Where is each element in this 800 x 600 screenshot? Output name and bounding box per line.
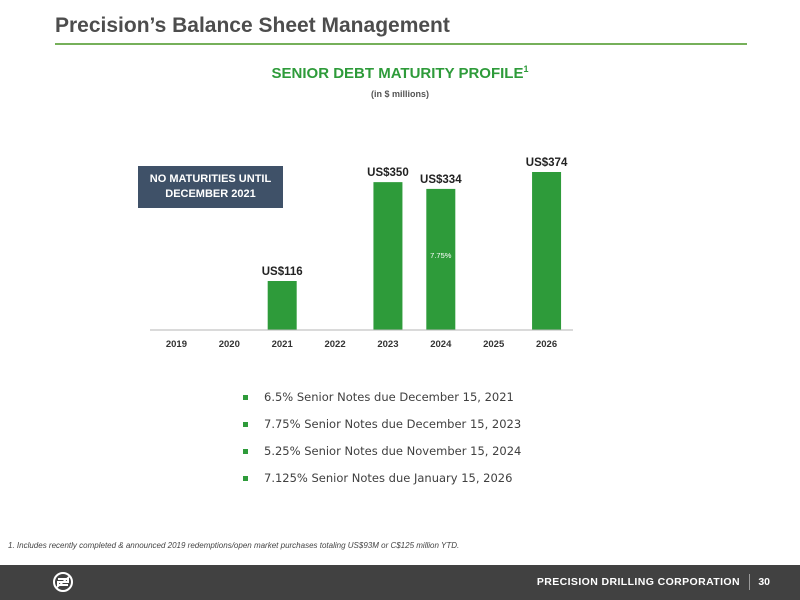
bar-chart: 2019 2020 US$116 2021 2022 US$350 2023 US$334 7.… [150,157,573,350]
bar-2023 [373,182,403,330]
x-tick-label-2025: 2025 [483,339,505,350]
footer-bar: PRECISION DRILLING CORPORATION 30 [0,565,800,600]
notes-list-item-label: 7.125% Senior Notes due January 15, 2026 [264,471,513,485]
bar-2026 [532,172,562,330]
footer-divider [749,574,750,590]
bullet-icon [243,422,248,427]
bar-2021 [267,280,297,330]
title-divider [55,43,747,45]
page-number: 30 [758,576,770,588]
data-label-2026: US$374 [526,157,568,169]
notes-list-item: 6.5% Senior Notes due December 15, 2021 [243,390,521,417]
notes-list: 6.5% Senior Notes due December 15, 2021 … [243,390,521,498]
data-label-2024: US$334 [420,174,462,186]
bullet-icon [243,476,248,481]
x-tick-label-2021: 2021 [272,339,294,350]
footnote-marker: 1 [523,64,529,74]
x-tick-label-2020: 2020 [219,339,240,350]
no-maturities-callout: NO MATURITIES UNTIL DECEMBER 2021 [138,166,283,208]
notes-list-item-label: 7.75% Senior Notes due December 15, 2023 [264,417,522,431]
bullet-icon [243,395,248,400]
callout-text: NO MATURITIES UNTIL DECEMBER 2021 [149,173,272,200]
bar-2024 [426,188,456,330]
data-label-2023: US$350 [367,167,409,179]
notes-list-item: 5.25% Senior Notes due November 15, 2024 [243,444,521,471]
notes-list-item-label: 6.5% Senior Notes due December 15, 2021 [264,390,514,404]
bullet-icon [243,449,248,454]
notes-list-item-label: 5.25% Senior Notes due November 15, 2024 [264,444,522,458]
x-tick-label-2022: 2022 [324,339,345,350]
footnote: 1. Includes recently completed & announc… [8,541,460,550]
data-label-2021: US$116 [262,266,303,278]
chart-subtitle: (in $ millions) [370,89,429,99]
footer-company-name: PRECISION DRILLING CORPORATION [536,576,740,588]
precision-drilling-logo-icon [53,572,73,592]
bar-annotation-2024: 7.75% [430,251,452,260]
page-title: Precision’s Balance Sheet Management [55,14,450,37]
x-tick-label-2026: 2026 [536,339,557,350]
x-tick-label-2024: 2024 [430,339,452,350]
x-tick-label-2019: 2019 [166,339,187,350]
x-tick-label-2023: 2023 [377,339,398,350]
notes-list-item: 7.125% Senior Notes due January 15, 2026 [243,471,521,498]
notes-list-item: 7.75% Senior Notes due December 15, 2023 [243,417,521,444]
chart-title: SENIOR DEBT MATURITY PROFILE1 [271,64,529,82]
